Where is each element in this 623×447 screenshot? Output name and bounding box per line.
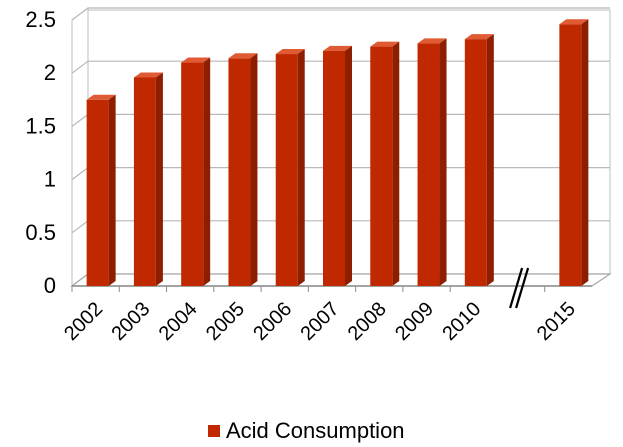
bar-top-face [370,41,400,47]
bar-front-face [370,46,393,286]
bar-top-face [86,94,116,100]
bar-front-face [417,43,440,286]
bar-front-face [228,58,251,286]
bar-2002 [86,94,116,286]
bar-front-face [86,99,109,286]
x-tick-label-2002: 2002 [60,298,107,345]
bar-2010 [464,34,494,286]
bar-2004 [181,57,211,287]
bar-front-face [323,50,345,286]
legend-swatch [208,425,220,437]
bar-top-face [133,72,163,78]
x-tick-label-2007: 2007 [297,298,344,345]
bar-top-face [559,19,589,25]
bar-side-face [297,49,305,286]
bar-2005 [228,53,258,286]
bar-2007 [323,45,352,286]
bar-side-face [345,45,352,286]
y-tick-label: 0.5 [25,220,56,245]
bar-top-face [323,45,352,51]
bar-side-face [392,41,400,286]
x-tick-label-2005: 2005 [202,298,249,345]
x-tick-label-2004: 2004 [155,298,202,345]
y-tick-label: 2 [44,60,56,85]
bar-top-face [464,34,494,40]
bar-top-face [417,38,447,44]
legend-label: Acid Consumption [226,418,405,443]
bar-2009 [417,38,447,286]
bar-2006 [275,49,305,286]
bar-front-face [133,77,156,287]
bar-side-face [250,53,258,286]
bar-side-face [486,34,494,286]
bar-2015 [559,19,589,286]
x-tick-label-2015: 2015 [533,298,580,345]
legend: Acid Consumption [208,418,405,444]
bar-top-face [228,53,258,59]
bar-side-face [581,19,589,286]
bar-side-face [108,94,116,286]
x-tick-label-2008: 2008 [344,298,391,345]
axis-break-slash [509,267,524,309]
bar-top-face [181,57,211,63]
y-axis-tick-labels: 0 0.5 1 1.5 2 2.5 [25,7,56,298]
bar-side-face [439,38,447,286]
bar-2008 [370,41,400,286]
y-tick-label: 2.5 [25,7,56,32]
axis-break-mark [509,267,530,309]
x-axis-tick-labels: 2002 2003 2004 2005 2006 2007 2008 2009 2010 2015 [60,286,580,345]
bars [86,19,589,287]
bar-front-face [464,39,487,286]
y-tick-label: 0 [44,273,56,298]
bar-front-face [275,54,298,286]
bar-front-face [559,24,582,286]
bar-top-face [275,49,305,55]
x-tick-label-2010: 2010 [438,298,485,345]
bar-2003 [133,72,163,287]
side-wall-panel [71,7,89,287]
x-tick-label-2003: 2003 [107,298,154,345]
x-tick-label-2006: 2006 [249,298,296,345]
bar-side-face [203,57,211,287]
y-tick-label: 1 [44,167,56,192]
gridline [71,7,610,21]
axis-break-slash [515,267,530,309]
bar-front-face [181,62,204,287]
bar-side-face [155,72,163,287]
y-tick-label: 1.5 [25,113,56,138]
x-tick-label-2009: 2009 [391,298,438,345]
